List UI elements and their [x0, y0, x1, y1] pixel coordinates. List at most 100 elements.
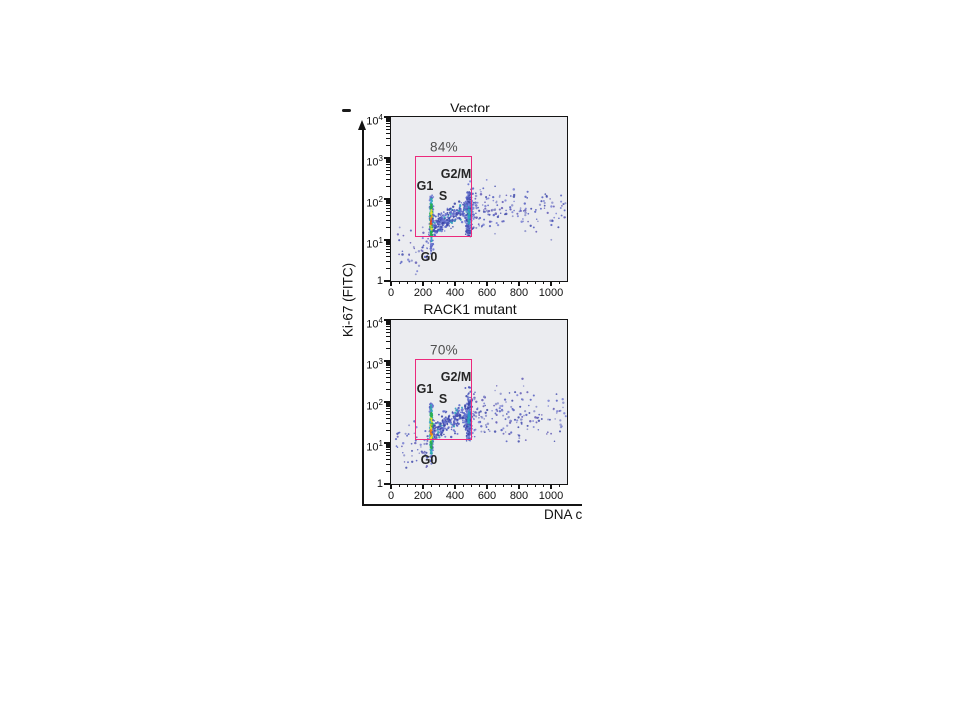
data-point [452, 225, 454, 228]
y-tick-minor [386, 210, 390, 213]
data-point [436, 421, 439, 424]
x-tick-minor [478, 484, 480, 487]
y-tick-minor [386, 376, 390, 379]
data-point [554, 418, 557, 420]
data-point [547, 418, 550, 421]
data-point [541, 414, 543, 416]
y-tick-minor [386, 245, 390, 248]
x-tick-minor [558, 281, 560, 284]
data-point [441, 218, 444, 221]
data-point [445, 225, 448, 228]
data-point [495, 413, 498, 417]
data-point [431, 217, 434, 220]
x-tick-minor [414, 281, 416, 284]
data-point [453, 202, 457, 205]
data-point [467, 219, 470, 222]
data-point [438, 229, 441, 232]
data-point [467, 221, 470, 224]
data-point [510, 405, 513, 408]
data-point [513, 209, 515, 212]
data-point [441, 419, 444, 422]
data-point [430, 418, 433, 420]
data-point [408, 424, 411, 427]
data-point [404, 432, 407, 435]
data-point [430, 420, 433, 423]
data-point [434, 215, 437, 218]
data-point [472, 393, 475, 396]
data-point [546, 211, 549, 215]
x-tick-minor [542, 484, 544, 487]
data-point [428, 410, 432, 413]
data-point [472, 207, 475, 210]
data-point [457, 212, 460, 215]
data-point [556, 410, 559, 413]
data-point [494, 389, 496, 392]
data-point [461, 416, 464, 419]
data-point [400, 260, 403, 263]
data-point [474, 192, 477, 195]
data-point [548, 418, 551, 421]
y-tick-minor [386, 260, 390, 263]
data-point [429, 216, 433, 220]
data-point [447, 215, 450, 217]
data-point [430, 215, 433, 217]
data-point [430, 211, 433, 214]
data-point [511, 407, 514, 410]
data-point [407, 258, 410, 261]
data-point [469, 396, 471, 399]
data-point [473, 418, 475, 421]
data-point [431, 413, 433, 416]
data-point [423, 450, 426, 453]
data-point [449, 207, 452, 210]
y-tick-minor [386, 120, 390, 122]
data-point [475, 212, 477, 214]
x-tick-major [454, 281, 456, 286]
data-point [430, 240, 433, 243]
data-point [411, 455, 413, 457]
data-point [434, 223, 436, 226]
phase-label-s: S [438, 392, 448, 406]
data-point [478, 413, 480, 415]
data-point [485, 426, 488, 428]
data-point [498, 406, 501, 410]
data-point [495, 385, 498, 387]
y-tick-minor [386, 214, 390, 217]
data-point [485, 179, 488, 181]
data-point [500, 206, 504, 210]
data-point [495, 421, 498, 424]
data-point [434, 421, 438, 425]
data-point [519, 418, 523, 421]
data-point [465, 395, 468, 398]
data-point [515, 421, 518, 424]
data-point [429, 247, 433, 250]
data-point [398, 226, 401, 229]
y-tick-minor [386, 348, 390, 350]
data-point [526, 391, 529, 394]
data-point [449, 421, 453, 424]
data-point [523, 414, 525, 417]
x-tick-minor [438, 281, 440, 284]
data-point [462, 411, 466, 415]
data-point [443, 424, 446, 427]
data-point [550, 432, 553, 435]
data-point [440, 229, 443, 233]
y-tick-minor [386, 366, 390, 369]
data-point [450, 423, 452, 425]
data-point [466, 398, 470, 401]
data-point [473, 398, 476, 401]
data-point [403, 454, 406, 457]
data-point [422, 231, 425, 234]
y-tick-minor [386, 186, 390, 188]
data-point [435, 426, 437, 429]
x-tick-minor [534, 484, 536, 487]
data-point [560, 425, 563, 428]
data-point [488, 225, 492, 228]
data-point [469, 205, 472, 208]
data-point [546, 431, 549, 434]
data-point [442, 429, 445, 432]
data-point [469, 412, 472, 415]
data-point [440, 220, 443, 223]
data-point [403, 461, 406, 463]
x-tick-major [422, 281, 424, 286]
data-point [456, 432, 459, 435]
